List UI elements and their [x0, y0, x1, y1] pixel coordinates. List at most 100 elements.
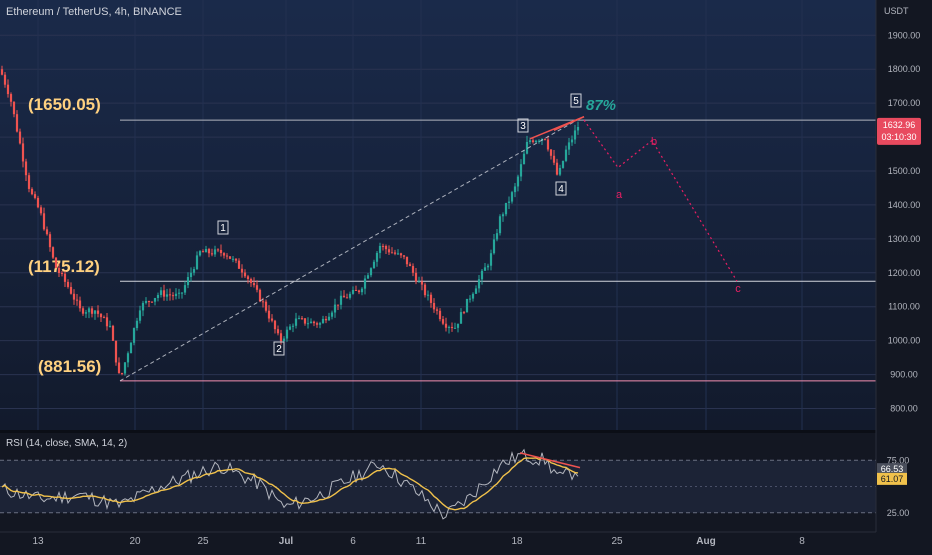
candle-body [105, 317, 109, 327]
candle-body [78, 300, 82, 309]
candle-body [360, 288, 364, 293]
candle-body [324, 318, 328, 321]
candle-body [141, 302, 145, 311]
candle-body [348, 293, 352, 298]
candle-body [240, 268, 244, 273]
candle-body [231, 258, 235, 260]
price-tick-label: 900.00 [890, 370, 918, 380]
candle-body [411, 266, 415, 273]
price-tick-label: 1700.00 [888, 98, 921, 108]
candles [0, 65, 580, 376]
candle-body [69, 286, 73, 294]
candle-body [267, 310, 271, 319]
candle-body [459, 312, 463, 324]
candle-body [33, 194, 37, 198]
candle-body [570, 139, 574, 143]
candle-body [480, 270, 484, 280]
candle-body [195, 255, 199, 270]
candle-body [543, 138, 547, 140]
candle-body [339, 295, 343, 305]
candle-body [285, 329, 289, 339]
candle-body [183, 285, 187, 293]
level-label: (881.56) [38, 357, 101, 376]
wave-label: 3 [520, 121, 526, 132]
price-tick-label: 800.00 [890, 404, 918, 414]
candle-body [420, 281, 424, 285]
candle-body [405, 256, 409, 265]
candle-body [90, 308, 94, 314]
candle-body [498, 216, 502, 234]
time-tick-label: 6 [350, 536, 356, 547]
time-tick-label: Jul [279, 536, 294, 547]
candle-body [0, 69, 4, 75]
price-axis[interactable]: 1900.001800.001700.001600.001500.001400.… [875, 0, 932, 550]
candle-body [144, 301, 148, 303]
candle-body [432, 302, 436, 310]
candle-body [558, 167, 562, 175]
time-tick-label: 25 [197, 536, 209, 547]
time-tick-label: 25 [611, 536, 623, 547]
candle-body [27, 175, 31, 189]
time-tick-label: 13 [32, 536, 44, 547]
candle-body [438, 310, 442, 320]
candle-body [528, 140, 532, 142]
trend-line [119, 117, 581, 382]
candle-body [342, 295, 346, 298]
rsi-level-label: 25.00 [887, 508, 910, 518]
candle-body [207, 249, 211, 254]
candle-body [495, 233, 499, 240]
wedge-line [553, 116, 585, 131]
price-tick-label: 1200.00 [888, 268, 921, 278]
candle-body [426, 294, 430, 296]
candle-body [57, 267, 61, 274]
candle-body [3, 74, 7, 85]
candle-body [453, 327, 457, 329]
price-axis-background [876, 0, 932, 550]
candle-body [471, 293, 475, 299]
rsi-current-label: 66.53 [881, 464, 904, 474]
candle-body [216, 249, 220, 251]
candle-body [21, 143, 25, 162]
candle-body [306, 323, 310, 325]
candle-body [468, 298, 472, 300]
candle-body [486, 265, 490, 268]
candle-body [399, 253, 403, 256]
candle-body [228, 256, 232, 259]
candle-body [435, 309, 439, 311]
overlays: 1 2 3 4 5 87% a b c [119, 93, 741, 382]
candle-body [219, 249, 223, 254]
candle-body [504, 202, 508, 215]
candle-body [390, 252, 394, 254]
candle-body [159, 290, 163, 295]
percent-label: 87% [586, 97, 616, 114]
candle-body [171, 295, 175, 297]
candle-body [336, 304, 340, 306]
candle-body [402, 255, 406, 257]
candle-body [60, 273, 64, 275]
candle-body [96, 310, 100, 314]
candle-body [423, 284, 427, 296]
candle-body [333, 304, 337, 313]
level-label: (1175.12) [28, 257, 100, 276]
candle-body [492, 239, 496, 254]
time-tick-label: 18 [511, 536, 523, 547]
candle-body [123, 362, 127, 374]
candle-body [297, 318, 301, 320]
candle-body [108, 325, 112, 327]
time-axis[interactable]: 13 20 25 Jul 6 11 18 25 Aug 8 [0, 531, 876, 550]
time-tick-label: 11 [416, 536, 427, 547]
candle-body [573, 130, 577, 140]
candle-body [81, 308, 85, 314]
level-lines: (1650.05) (1175.12) (881.56) [28, 95, 876, 382]
candle-body [576, 126, 580, 131]
candle-body [555, 162, 559, 175]
candle-body [174, 293, 178, 296]
candle-body [252, 283, 256, 286]
candle-body [36, 197, 40, 208]
candle-body [312, 321, 316, 324]
rsi-sma-label: 61.07 [881, 474, 904, 484]
candle-body [561, 160, 565, 168]
candle-body [441, 319, 445, 324]
